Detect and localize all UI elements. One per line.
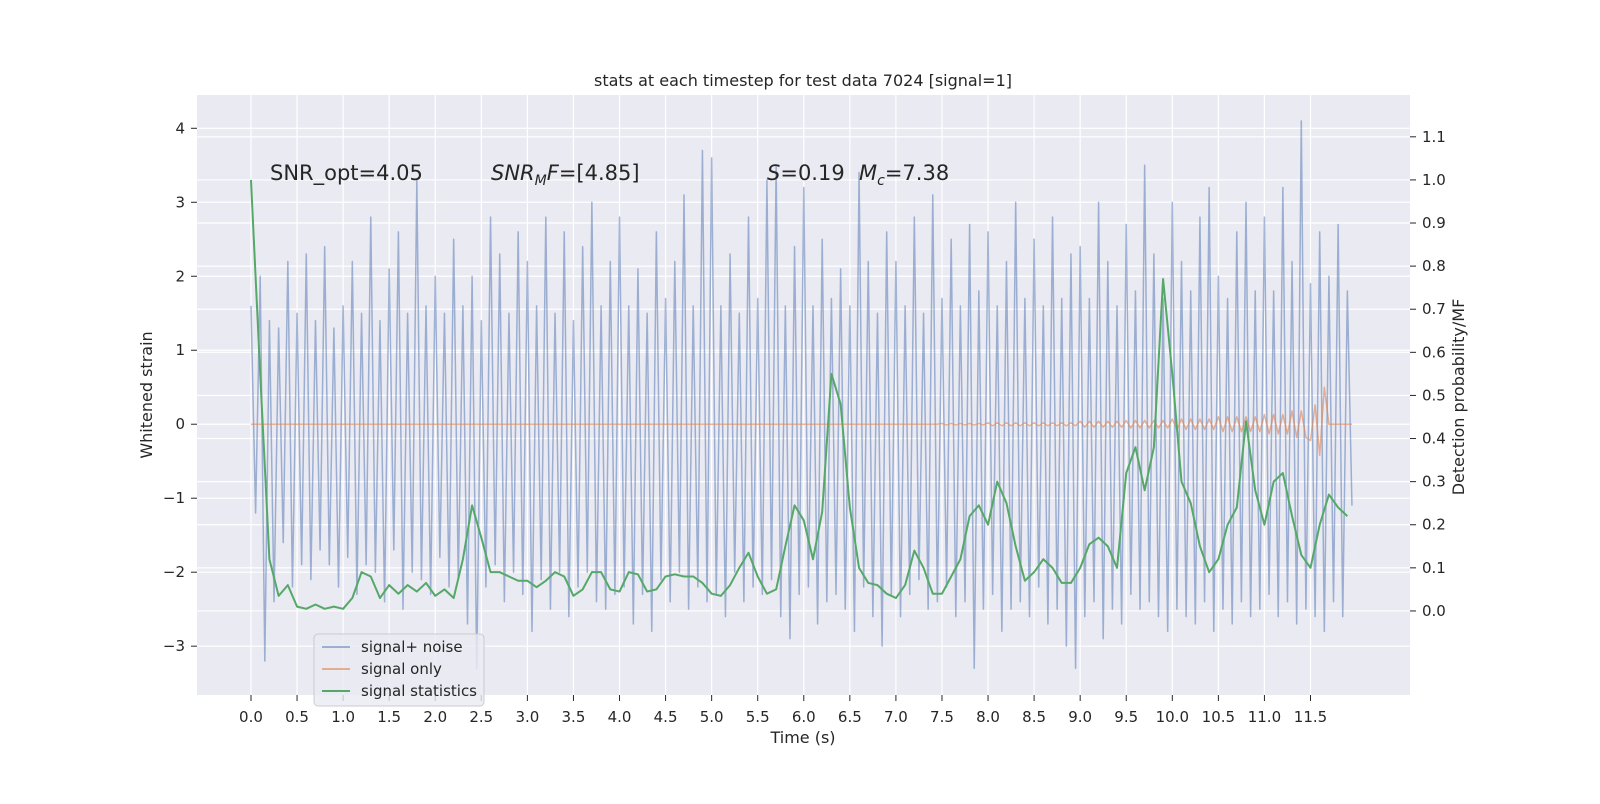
x-tick-label: 1.5 (377, 708, 401, 726)
annotation-part: M (859, 161, 877, 185)
legend-box (313, 633, 485, 707)
y2-tick-label: 0.4 (1422, 430, 1446, 448)
y-tick-label: 4 (175, 119, 185, 137)
y-axis-label: Whitened strain (137, 331, 156, 458)
y2-tick-label: 0.9 (1422, 214, 1446, 232)
x-tick-label: 6.5 (838, 708, 862, 726)
annotation-part: S (767, 161, 780, 185)
series-line (249, 179, 1349, 610)
x-tick-label: 0.0 (239, 708, 263, 726)
marks (249, 120, 1353, 670)
legend-label: signal statistics (361, 682, 477, 700)
y-tick-label: 2 (175, 267, 185, 285)
annotation-part: =7.38 (885, 161, 949, 185)
y2-tick-label: 0.6 (1422, 343, 1446, 361)
y-tick-label: 3 (175, 193, 185, 211)
x-tick-label: 3.0 (515, 708, 539, 726)
annotation: SNR_opt=4.05 (270, 161, 423, 186)
legend: signal+ noise signal only signal statistic… (313, 633, 485, 707)
y2-tick-label: 0.3 (1422, 473, 1446, 491)
annotation: Mc=7.38 (859, 161, 949, 189)
x-tick-label: 5.5 (746, 708, 770, 726)
x-tick-label: 7.0 (884, 708, 908, 726)
x-axis-label: Time (s) (769, 728, 835, 747)
annotation-part: SNR (491, 161, 535, 185)
annotation-part: =[4.85] (559, 161, 640, 185)
legend-label: signal only (361, 660, 442, 678)
y2-tick-label: 0.8 (1422, 257, 1446, 275)
x-tick-label: 2.0 (423, 708, 447, 726)
annotation-part: F (547, 161, 560, 185)
x-tick-label: 3.5 (562, 708, 586, 726)
y-tick-label: −2 (163, 563, 185, 581)
annotation: S=0.19 (767, 161, 845, 185)
labels: 0.0 0.5 1.0 1.5 2.0 2.5 3.0 3.5 4.0 4.5 5.0 5.5 6.0 6… (163, 119, 1446, 726)
x-tick-label: 1.0 (331, 708, 355, 726)
x-tick-label: 4.5 (654, 708, 678, 726)
y-tick-label: −3 (163, 637, 185, 655)
x-tick-label: 5.0 (700, 708, 724, 726)
x-tick-label: 6.0 (792, 708, 816, 726)
annotation-part: SNR_opt=4.05 (270, 161, 423, 186)
x-tick-label: 10.5 (1202, 708, 1235, 726)
x-tick-label: 4.0 (608, 708, 632, 726)
annotation-part: M (535, 173, 547, 189)
y-tick-label: −1 (163, 489, 185, 507)
annotation-part: =0.19 (780, 161, 844, 185)
x-tick-label: 10.0 (1156, 708, 1189, 726)
x-tick-label: 11.5 (1294, 708, 1327, 726)
x-tick-label: 0.5 (285, 708, 309, 726)
annotation-part: c (877, 173, 885, 189)
y2-tick-label: 0.7 (1422, 300, 1446, 318)
series-line (250, 120, 1353, 670)
y-tick-label: 0 (175, 415, 185, 433)
series-line (250, 386, 1352, 457)
x-tick-label: 11.0 (1248, 708, 1281, 726)
y2-tick-label: 1.0 (1422, 171, 1446, 189)
x-tick-label: 8.0 (976, 708, 1000, 726)
y2-axis-label: Detection probability/MF (1449, 299, 1468, 496)
grid (197, 95, 1410, 695)
y2-tick-label: 1.1 (1422, 128, 1446, 146)
y2-tick-label: 0.5 (1422, 386, 1446, 404)
x-tick-label: 9.5 (1114, 708, 1138, 726)
x-tick-label: 9.0 (1068, 708, 1092, 726)
legend-label: signal+ noise (361, 638, 463, 656)
y-tick-label: 1 (175, 341, 185, 359)
y2-tick-label: 0.1 (1422, 559, 1446, 577)
chart-title: stats at each timestep for test data 702… (594, 71, 1012, 90)
y2-tick-label: 0.0 (1422, 602, 1446, 620)
annotation: SNRMF=[4.85] (491, 161, 640, 189)
x-tick-label: 2.5 (469, 708, 493, 726)
y2-tick-label: 0.2 (1422, 516, 1446, 534)
x-tick-label: 8.5 (1022, 708, 1046, 726)
x-tick-label: 7.5 (930, 708, 954, 726)
